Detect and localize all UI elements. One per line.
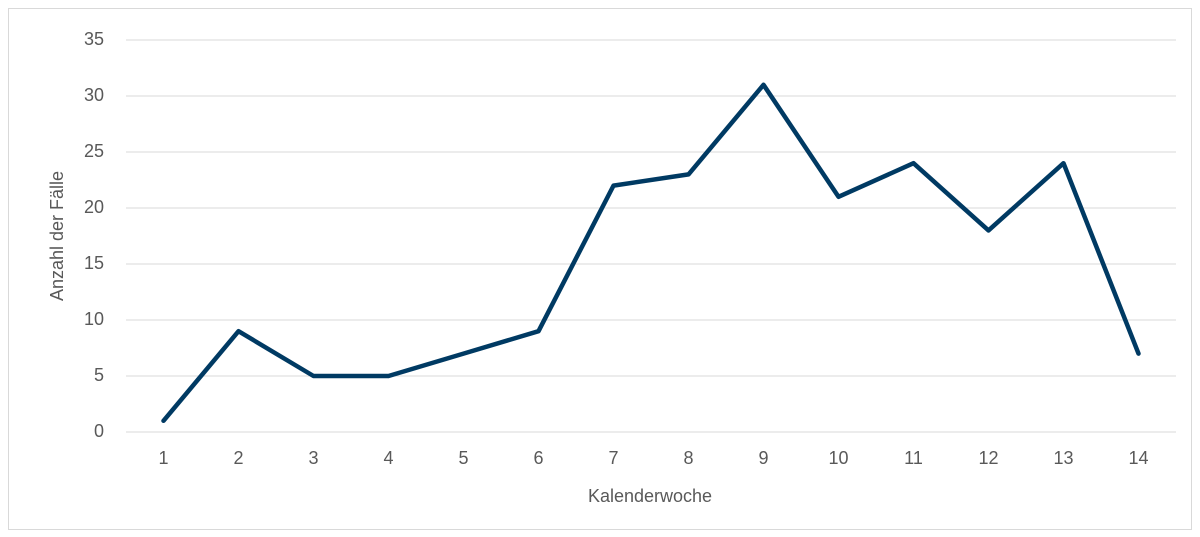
y-tick-label: 30 <box>84 85 104 105</box>
x-tick-label: 3 <box>308 448 318 468</box>
x-tick-label: 2 <box>233 448 243 468</box>
y-tick-label: 5 <box>94 365 104 385</box>
x-axis-label: Kalenderwoche <box>588 486 712 506</box>
y-tick-label: 0 <box>94 421 104 441</box>
y-axis-label: Anzahl der Fälle <box>47 171 67 301</box>
y-tick-label: 15 <box>84 253 104 273</box>
x-tick-label: 8 <box>683 448 693 468</box>
x-tick-label: 9 <box>758 448 768 468</box>
x-tick-label: 10 <box>828 448 848 468</box>
y-tick-label: 35 <box>84 29 104 49</box>
y-tick-label: 20 <box>84 197 104 217</box>
x-tick-label: 14 <box>1128 448 1148 468</box>
data-line <box>161 82 1141 424</box>
chart-border <box>8 8 1192 530</box>
x-tick-label: 13 <box>1053 448 1073 468</box>
x-tick-label: 12 <box>978 448 998 468</box>
x-tick-label: 11 <box>904 448 923 468</box>
x-tick-label: 4 <box>383 448 393 468</box>
x-tick-label: 5 <box>458 448 468 468</box>
x-tick-label: 6 <box>533 448 543 468</box>
y-tick-label: 10 <box>84 309 104 329</box>
x-tick-label: 7 <box>608 448 618 468</box>
y-tick-label: 25 <box>84 141 104 161</box>
x-tick-label: 1 <box>158 448 168 468</box>
